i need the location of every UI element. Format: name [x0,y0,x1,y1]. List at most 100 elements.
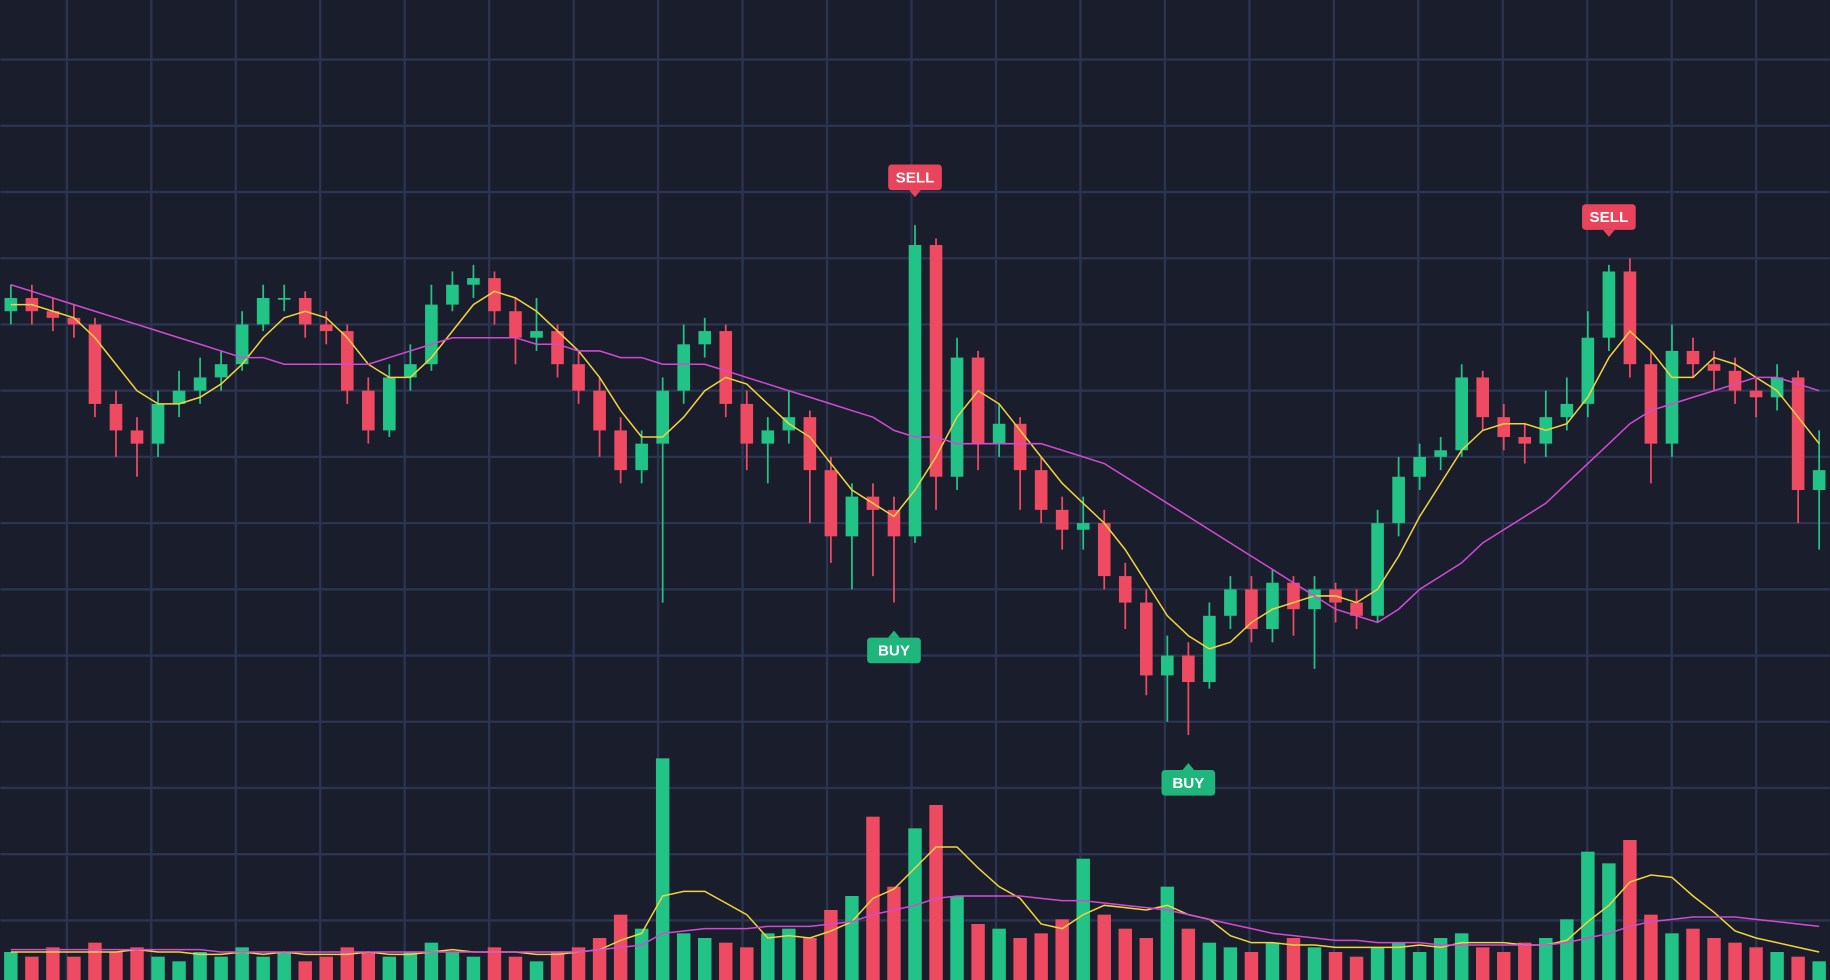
candle-body [1350,602,1363,616]
signal-label: SELL [1590,209,1629,226]
volume-bar [109,952,123,980]
volume-bar [319,956,333,980]
candle-body [1602,271,1616,338]
volume-bar [1644,914,1658,980]
candle-body [1518,437,1532,444]
candle-body [88,324,102,404]
moving-average-line [10,284,1820,624]
volume-bar [1286,938,1301,980]
volume-bar [340,947,355,980]
volume-bar [172,961,186,980]
candle-body [1665,350,1679,444]
candle-body [1224,589,1237,616]
signal-box [1161,770,1216,796]
candle-body [46,311,60,318]
volume-bar [445,952,460,980]
candle-body [1034,470,1048,510]
candle-body [635,443,648,471]
volume-bar [25,956,39,980]
signal-box [867,637,921,664]
candle-body [803,417,817,471]
candle-body [887,509,901,537]
candle-body [151,403,165,444]
candle-body [761,430,775,444]
candle-body [1139,602,1153,676]
volume-bar [908,828,922,980]
volume-bar [67,956,81,980]
candle-body [677,344,691,391]
candle-body [383,377,396,431]
volume-bar [4,952,18,980]
candle-body [551,331,564,365]
volume-bar [1328,952,1343,980]
signal-label: SELL [896,169,935,186]
volume-bar [1433,938,1448,980]
volume-bar [1160,886,1175,980]
volume-bar [1265,942,1280,980]
candle-body [1707,364,1721,371]
candle-body [109,403,123,431]
signal-pointer [1603,229,1615,237]
candle-body [1770,377,1784,398]
volume-bar [277,952,291,980]
candle-body [698,331,712,345]
candle-body [1245,589,1258,630]
volume-bar [782,928,796,980]
volume-bar [1454,933,1469,980]
candle-body [1434,450,1447,457]
volume-bar [1770,952,1784,980]
volume-bar [1686,928,1700,980]
volume-bar [1391,942,1406,980]
candle-body [1392,476,1405,524]
volume-bar [971,924,985,980]
candle-body [361,390,375,431]
candle-body [1644,364,1658,444]
candle-body [1182,655,1195,683]
volume-bar [1560,919,1574,980]
signal-marker: SELL [888,164,942,198]
volume-bar [1139,938,1154,980]
volume-bar [1812,961,1826,980]
candle-body [1076,523,1090,530]
candle-body [740,403,754,444]
candle-body [446,284,459,305]
volume-bar [655,758,670,980]
volume-bar [1349,956,1364,980]
candle-body [1497,417,1511,438]
candle-body [235,324,249,365]
candle-body [1455,377,1469,451]
candle-body [193,377,207,391]
candle-body [614,430,627,471]
volume-bar [1539,938,1553,980]
candle-body [908,245,922,537]
candle-body [1728,370,1742,391]
candle-body [425,304,438,365]
volume-bar [256,956,270,980]
candle-body [172,390,186,404]
volume-bar [361,952,376,980]
volume-bar [1202,942,1217,980]
candle-body [1623,271,1637,365]
volume-bar [824,910,838,980]
volume-bar [634,928,649,980]
volume-bar [1602,863,1616,980]
candle-body [1266,582,1279,630]
volume-bar [550,952,565,980]
candle-body [1055,509,1069,530]
volume-bar [46,947,60,980]
signal-label: BUY [1172,775,1204,792]
volume-bar [761,933,775,980]
candle-body [277,297,291,300]
candle-body [1287,582,1300,610]
signal-pointer [888,630,900,638]
signal-box [1582,204,1636,230]
volume-bar [1097,914,1111,980]
volume-bar [1307,947,1322,980]
volume-bar [1034,933,1048,980]
volume-bar [1665,933,1679,980]
volume-bar [508,956,523,980]
candle-body [509,311,522,338]
candle-body [1476,377,1490,418]
candle-body [488,278,501,312]
